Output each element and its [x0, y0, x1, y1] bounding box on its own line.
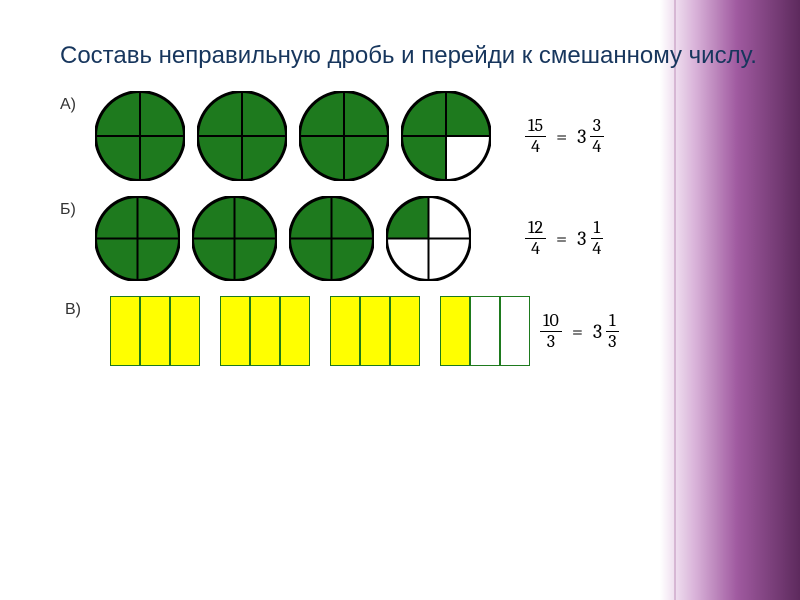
row-label: Б) [60, 201, 85, 219]
slide-content: Составь неправильную дробь и перейди к с… [0, 0, 800, 401]
exercise-row: В) 103 = 3 13 [60, 296, 780, 366]
shapes-group [95, 91, 505, 181]
numerator: 1 [606, 311, 619, 332]
mixed-number: 3 13 [593, 311, 620, 352]
rect-thirds [440, 296, 530, 366]
mixed-number: 3 14 [577, 218, 604, 259]
circle-quarters [289, 196, 374, 281]
circle-quarters [299, 91, 389, 181]
row-label: А) [60, 96, 85, 114]
circle-quarters [95, 91, 185, 181]
improper-fraction: 154 [525, 116, 546, 157]
improper-fraction: 103 [540, 311, 562, 352]
equals-sign: = [556, 227, 567, 250]
whole-part: 3 [577, 227, 586, 250]
circle-quarters [192, 196, 277, 281]
shapes-group [110, 296, 520, 366]
numerator: 1 [591, 218, 604, 239]
equation: 124 = 3 14 [525, 218, 604, 259]
exercise-row: А) 154 = 3 34 [60, 91, 780, 181]
denominator: 4 [589, 239, 604, 259]
rect-thirds [330, 296, 420, 366]
equals-sign: = [556, 125, 567, 148]
exercise-row: Б) 124 = 3 14 [60, 196, 780, 281]
title: Составь неправильную дробь и перейди к с… [60, 40, 780, 71]
improper-fraction: 124 [525, 218, 546, 259]
equals-sign: = [572, 320, 583, 343]
whole-part: 3 [577, 125, 586, 148]
denominator: 3 [544, 332, 558, 352]
mixed-number: 3 34 [577, 116, 604, 157]
mixed-fraction-part: 34 [589, 116, 604, 157]
rect-thirds [220, 296, 310, 366]
denominator: 4 [528, 137, 543, 157]
denominator: 3 [605, 332, 619, 352]
numerator: 10 [540, 311, 562, 332]
denominator: 4 [589, 137, 604, 157]
circle-quarters [95, 196, 180, 281]
rect-thirds [110, 296, 200, 366]
circle-quarters [197, 91, 287, 181]
mixed-fraction-part: 13 [605, 311, 619, 352]
row-label: В) [65, 301, 90, 319]
shapes-group [95, 196, 505, 281]
numerator: 15 [525, 116, 546, 137]
circle-quarters [386, 196, 471, 281]
numerator: 3 [590, 116, 604, 137]
whole-part: 3 [593, 320, 602, 343]
circle-quarters [401, 91, 491, 181]
denominator: 4 [528, 239, 543, 259]
equation: 154 = 3 34 [525, 116, 604, 157]
numerator: 12 [525, 218, 546, 239]
mixed-fraction-part: 14 [589, 218, 604, 259]
equation: 103 = 3 13 [540, 311, 619, 352]
